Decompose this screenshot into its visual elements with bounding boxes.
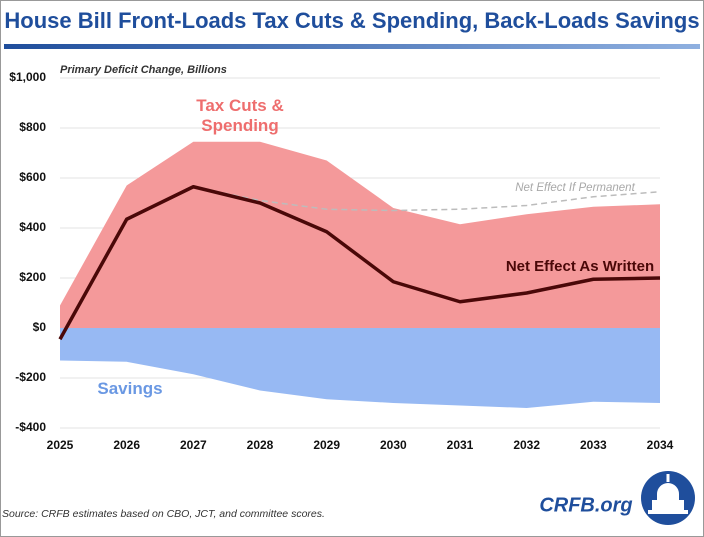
series-label: Savings: [97, 379, 163, 398]
area: [60, 328, 660, 408]
source: Source: CRFB estimates based on CBO, JCT…: [2, 508, 325, 520]
line: [58, 185, 661, 341]
series-label: Net Effect If Permanent: [515, 182, 635, 194]
chart-title: House Bill Front-Loads Tax Cuts & Spendi…: [4, 8, 699, 33]
x-tick-label: 2025: [47, 438, 74, 452]
x-tick-label: 2029: [313, 438, 340, 452]
y-tick-label: $400: [19, 220, 46, 234]
subtitle: Primary Deficit Change, Billions: [60, 64, 227, 76]
series-label: Net Effect As Written: [505, 258, 655, 275]
dashed-line: [193, 186, 661, 212]
y-tick-label: $600: [19, 170, 46, 184]
y-tick-label: -$400: [15, 420, 46, 434]
y-tick-label: -$200: [15, 370, 46, 384]
area: [60, 141, 660, 328]
x-tick-label: 2030: [380, 438, 407, 452]
x-tick-label: 2026: [113, 438, 140, 452]
logo-icon: [641, 471, 695, 525]
title-rule: [4, 44, 700, 49]
y-tick-label: $1,000: [9, 70, 46, 84]
y-tick-label: $800: [19, 120, 46, 134]
x-tick-label: 2034: [647, 438, 674, 452]
y-tick-label: $200: [19, 270, 46, 284]
y-tick-label: $0: [33, 320, 47, 334]
x-tick-label: 2033: [580, 438, 607, 452]
series-label: Tax Cuts & Spending: [196, 96, 284, 135]
logo-text: CRFB.org: [539, 494, 632, 516]
x-tick-label: 2028: [247, 438, 274, 452]
x-tick-label: 2032: [513, 438, 540, 452]
x-tick-label: 2027: [180, 438, 207, 452]
x-tick-label: 2031: [447, 438, 474, 452]
